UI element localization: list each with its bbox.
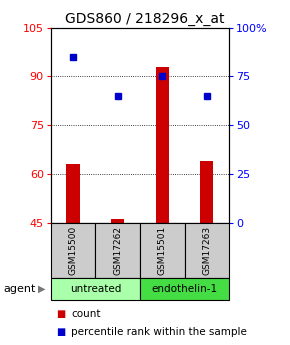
Bar: [51, 223, 95, 278]
Text: endothelin-1: endothelin-1: [151, 284, 218, 294]
Bar: [184, 223, 229, 278]
Bar: [66, 164, 80, 223]
Text: count: count: [71, 309, 101, 319]
Text: agent: agent: [3, 284, 35, 294]
Bar: [140, 223, 184, 278]
Text: untreated: untreated: [70, 284, 121, 294]
Bar: [140, 278, 229, 300]
Text: GSM15501: GSM15501: [158, 226, 167, 275]
Text: GSM17262: GSM17262: [113, 226, 122, 275]
Text: GSM15500: GSM15500: [68, 226, 77, 275]
Text: ▶: ▶: [38, 284, 46, 294]
Bar: [111, 219, 124, 223]
Text: GSM17263: GSM17263: [202, 226, 211, 275]
Text: ■: ■: [57, 327, 66, 337]
Text: percentile rank within the sample: percentile rank within the sample: [71, 327, 247, 337]
Bar: [51, 278, 140, 300]
Bar: [95, 223, 140, 278]
Bar: [155, 67, 169, 223]
Text: GDS860 / 218296_x_at: GDS860 / 218296_x_at: [65, 12, 225, 26]
Text: ■: ■: [57, 309, 66, 319]
Bar: [200, 161, 213, 223]
